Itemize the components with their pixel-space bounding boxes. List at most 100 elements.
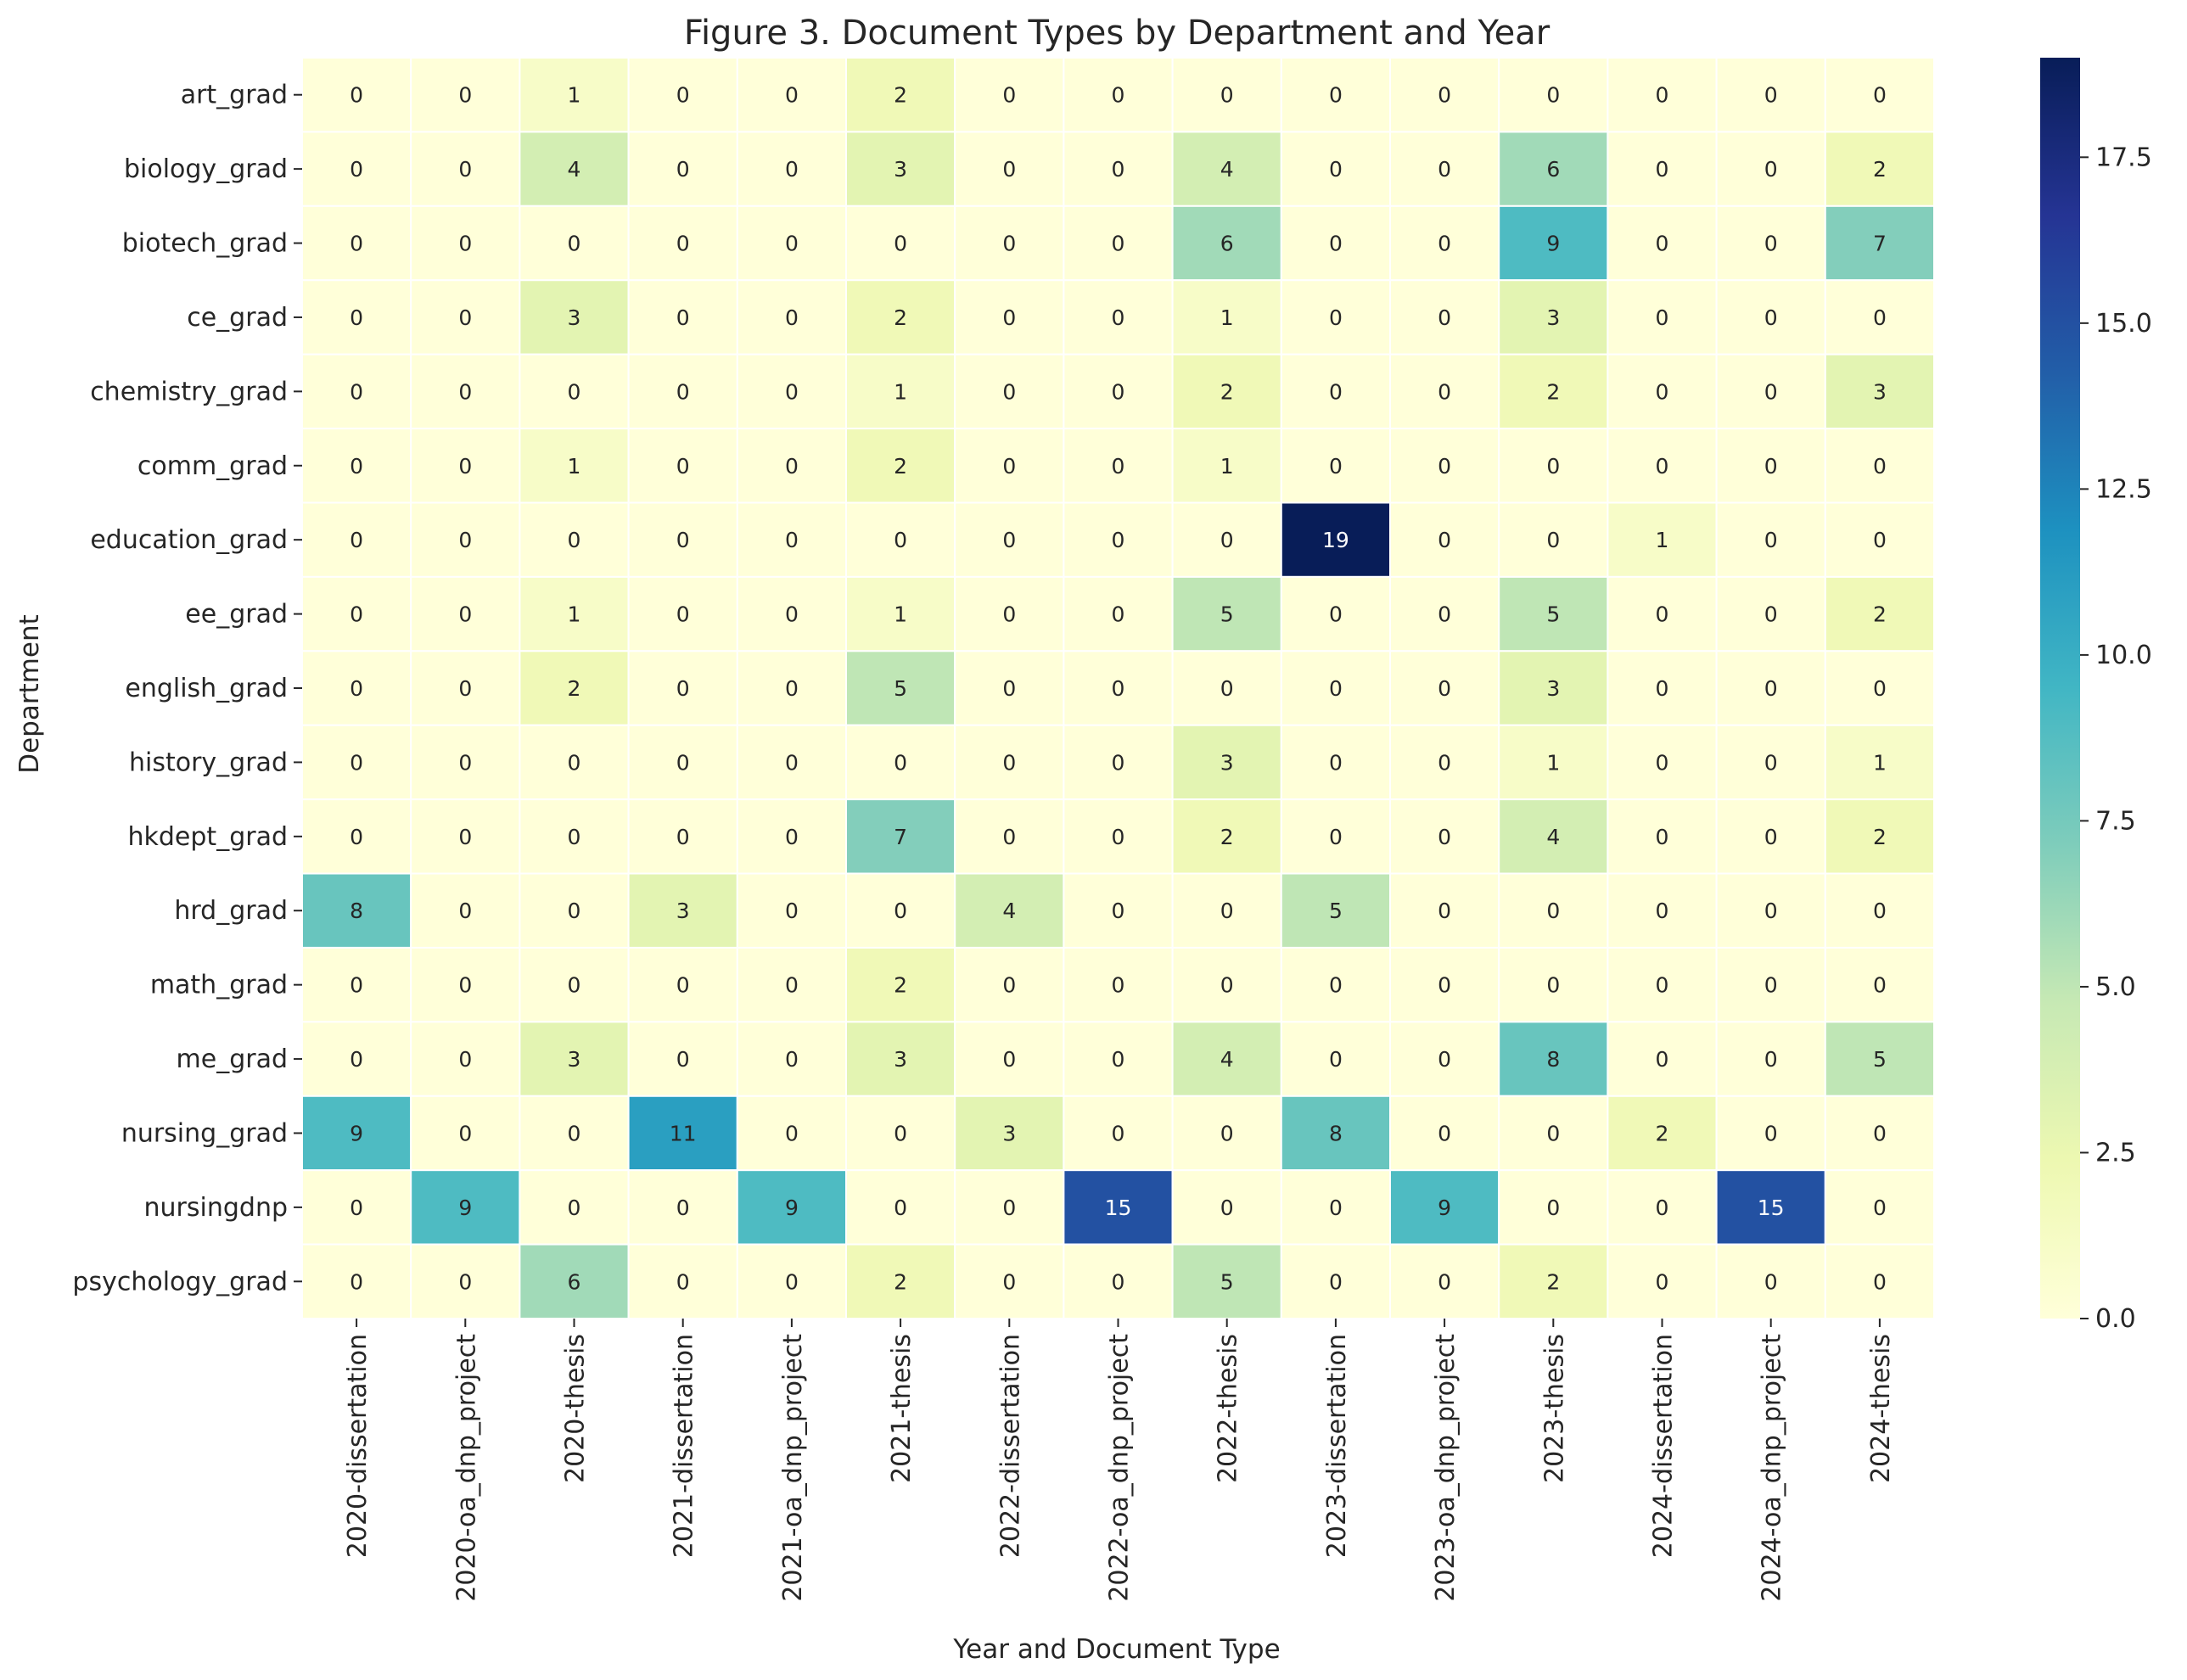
heatmap-cell	[1171, 279, 1282, 356]
heatmap-cell	[1715, 724, 1826, 801]
cell-value-label: 0	[568, 973, 581, 998]
cell-value-label: 0	[1764, 750, 1778, 775]
cell-value-label: 0	[1329, 305, 1343, 330]
colorbar-tick-label: 10.0	[2095, 641, 2152, 670]
cell-value-label: 0	[676, 602, 690, 627]
cell-value-label: 0	[1329, 750, 1343, 775]
cell-value-label: 0	[458, 305, 472, 330]
cell-value-label: 2	[1546, 1269, 1560, 1294]
cell-value-label: 0	[458, 1269, 472, 1294]
cell-value-label: 0	[458, 676, 472, 701]
cell-value-label: 0	[1438, 676, 1451, 701]
heatmap-cell	[1607, 501, 1718, 578]
heatmap-cell	[410, 57, 521, 133]
cell-value-label: 0	[1764, 379, 1778, 404]
cell-value-label: 0	[1764, 232, 1778, 256]
cell-value-label: 0	[676, 379, 690, 404]
cell-value-label: 0	[1873, 676, 1887, 701]
y-tick-label: psychology_grad	[72, 1267, 288, 1296]
cell-value-label: 0	[785, 454, 799, 479]
cell-value-label: 2	[1873, 157, 1887, 182]
heatmap-cell	[627, 353, 738, 430]
cell-value-label: 0	[894, 528, 907, 552]
heatmap-cell	[1280, 279, 1392, 356]
x-tick-label: 2024-thesis	[1866, 1334, 1896, 1483]
cell-value-label: 0	[1329, 602, 1343, 627]
y-tick-label: me_grad	[177, 1044, 288, 1074]
heatmap-cell	[519, 724, 630, 801]
cell-value-label: 1	[894, 379, 907, 404]
heatmap-cell	[1715, 872, 1826, 949]
cell-value-label: 0	[1873, 305, 1887, 330]
cell-value-label: 0	[350, 157, 363, 182]
cell-value-label: 1	[568, 602, 581, 627]
cell-value-label: 0	[350, 454, 363, 479]
heatmap-cell	[301, 650, 412, 726]
cell-value-label: 0	[1220, 899, 1234, 923]
cell-value-label: 5	[1329, 899, 1343, 923]
cell-value-label: 0	[1764, 305, 1778, 330]
heatmap-cell	[1824, 575, 1936, 652]
heatmap-cell	[627, 1169, 738, 1246]
heatmap-cell	[301, 1169, 412, 1246]
cell-value-label: 0	[458, 825, 472, 849]
cell-value-label: 0	[785, 899, 799, 923]
cell-value-label: 0	[458, 83, 472, 108]
cell-value-label: 1	[894, 602, 907, 627]
cell-value-label: 2	[894, 1269, 907, 1294]
cell-value-label: 0	[676, 825, 690, 849]
y-tick-label: ce_grad	[187, 303, 288, 333]
cell-value-label: 0	[1656, 676, 1669, 701]
cell-value-label: 0	[1764, 899, 1778, 923]
heatmap-cell	[845, 57, 956, 133]
cell-value-label: 0	[1764, 454, 1778, 479]
cell-value-label: 1	[1220, 454, 1234, 479]
cell-value-label: 5	[1220, 602, 1234, 627]
heatmap-cell	[954, 872, 1065, 949]
cell-value-label: 0	[676, 454, 690, 479]
cell-value-label: 0	[1656, 1047, 1669, 1072]
heatmap-cell	[1715, 57, 1826, 133]
y-tick-label: education_grad	[90, 525, 288, 555]
heatmap-cell	[1171, 353, 1282, 430]
y-tick-label: nursing_grad	[121, 1118, 288, 1148]
heatmap-cell	[1063, 650, 1174, 726]
heatmap-cell	[1498, 57, 1609, 133]
cell-value-label: 5	[1546, 602, 1560, 627]
cell-value-label: 0	[568, 750, 581, 775]
cell-value-label: 5	[894, 676, 907, 701]
heatmap-cell	[1498, 1021, 1609, 1097]
cell-value-label: 5	[1873, 1047, 1887, 1072]
heatmap-cell	[1171, 946, 1282, 1023]
cell-value-label: 9	[785, 1196, 799, 1220]
cell-value-label: 0	[1112, 973, 1125, 998]
cell-value-label: 0	[350, 825, 363, 849]
heatmap-cell	[736, 575, 847, 652]
cell-value-label: 0	[458, 232, 472, 256]
heatmap-cell	[954, 131, 1065, 207]
colorbar-tick-label: 0.0	[2095, 1304, 2136, 1334]
cell-value-label: 0	[1656, 157, 1669, 182]
heatmap-cell	[1824, 946, 1936, 1023]
heatmap-cell	[519, 57, 630, 133]
cell-value-label: 0	[1112, 1121, 1125, 1145]
heatmap-cells: 0 0 1 0 0 2 0 0 0 0 0 0 0 0 0 0 0 4 0 0 3 0 0 4 0 0 6 0 0 2 0 0 0 0 0 0 0 0 6 0…	[301, 57, 1936, 1320]
heatmap-cell	[1498, 1095, 1609, 1172]
heatmap-cell	[1607, 946, 1718, 1023]
heatmap-cell	[736, 1169, 847, 1246]
cell-value-label: 2	[1656, 1121, 1669, 1145]
cell-value-label: 0	[458, 157, 472, 182]
heatmap-cell	[519, 946, 630, 1023]
heatmap-cell	[1280, 353, 1392, 430]
heatmap-cell	[1715, 650, 1826, 726]
heatmap-cell	[519, 1169, 630, 1246]
heatmap-cell	[1280, 1243, 1392, 1320]
cell-value-label: 0	[1220, 83, 1234, 108]
heatmap-cell	[1063, 428, 1174, 504]
cell-value-label: 0	[568, 1196, 581, 1220]
cell-value-label: 0	[1764, 1121, 1778, 1145]
cell-value-label: 0	[1764, 83, 1778, 108]
cell-value-label: 0	[568, 825, 581, 849]
cell-value-label: 6	[1220, 232, 1234, 256]
